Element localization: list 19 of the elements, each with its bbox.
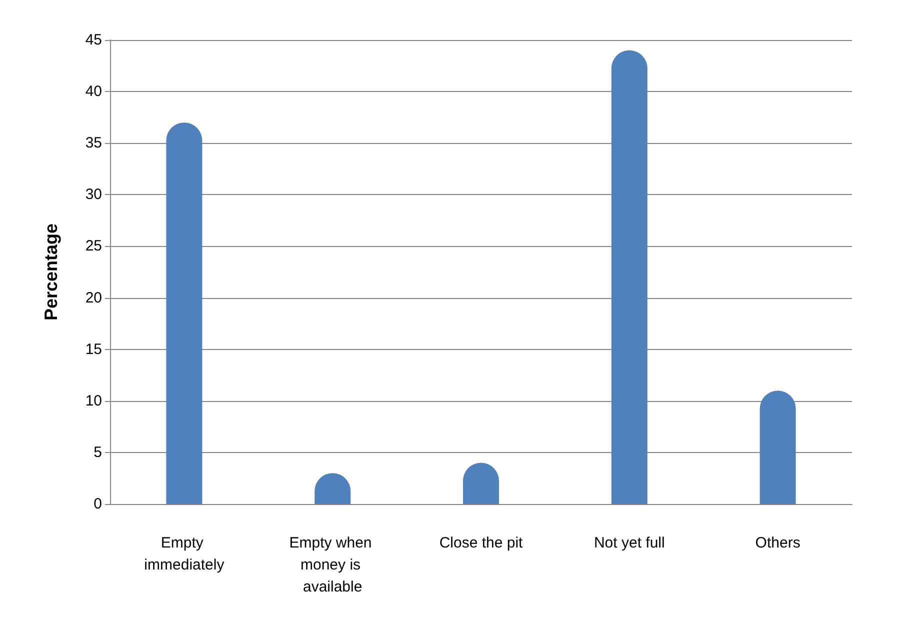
x-tick-label: Not yet full — [594, 534, 665, 552]
bar — [166, 122, 202, 504]
x-tick-label: Close the pit — [439, 534, 524, 552]
y-tick-label: 15 — [85, 340, 102, 358]
bar — [611, 50, 648, 504]
x-tick-label: Empty when money is available — [289, 534, 376, 596]
y-tick-label: 30 — [85, 186, 102, 204]
x-tick-label: Empty immediately — [144, 534, 225, 574]
y-tick-label: 5 — [94, 444, 102, 461]
y-tick-label: 0 — [94, 496, 102, 512]
y-tick-label: 25 — [85, 238, 102, 255]
y-tick-label: 35 — [85, 134, 102, 152]
x-tick-label: Others — [755, 534, 800, 552]
y-tick-label: 40 — [85, 83, 102, 100]
bar — [760, 390, 796, 504]
y-tick-label: 20 — [85, 289, 102, 306]
y-tick-label: 10 — [85, 392, 102, 410]
y-axis-title: Percentage — [41, 223, 61, 321]
y-tick-label: 45 — [85, 32, 102, 48]
